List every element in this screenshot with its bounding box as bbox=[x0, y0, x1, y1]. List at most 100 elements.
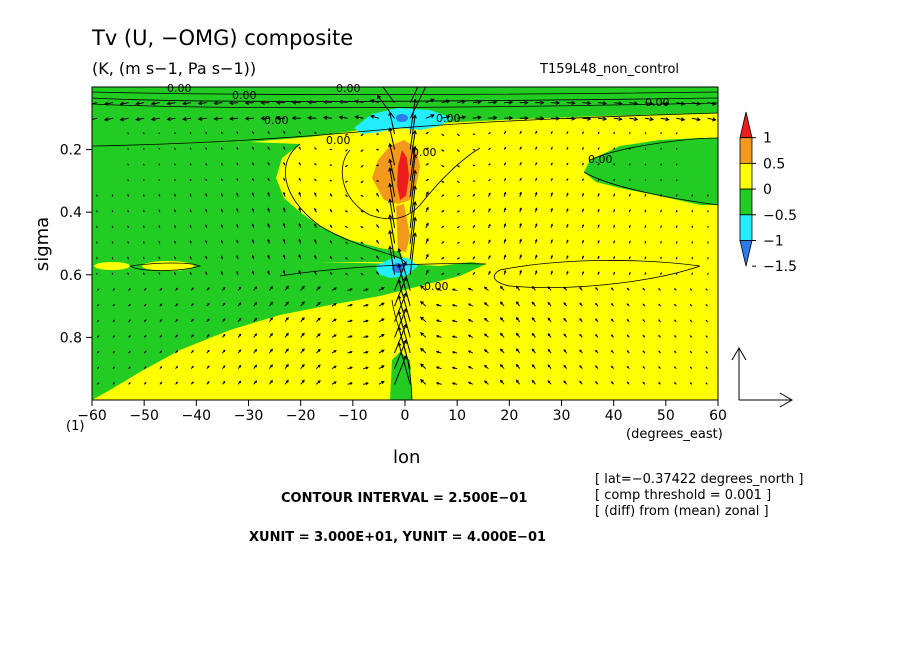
wind-vector-head bbox=[457, 181, 460, 184]
wind-vector-head bbox=[349, 303, 353, 307]
wind-vector-head bbox=[267, 130, 270, 133]
wind-vector-head bbox=[291, 115, 297, 121]
wind-vector bbox=[198, 117, 207, 120]
wind-vector-head bbox=[365, 350, 369, 354]
wind-vector-head bbox=[644, 178, 647, 181]
wind-vector-head bbox=[610, 334, 614, 337]
wind-vector-head bbox=[333, 365, 337, 369]
wind-vector-head bbox=[275, 100, 281, 105]
wind-vector-head bbox=[488, 254, 491, 258]
wind-vector-head bbox=[365, 382, 369, 386]
wind-vector-head bbox=[251, 254, 255, 258]
wind-vector-head bbox=[388, 198, 393, 203]
wind-vector bbox=[167, 102, 176, 105]
wind-vector-head bbox=[174, 178, 176, 181]
wind-vector-head bbox=[236, 270, 239, 274]
wind-vector bbox=[472, 101, 481, 104]
wind-vector-head bbox=[473, 193, 476, 196]
wind-vector bbox=[389, 214, 396, 244]
wind-vector-head bbox=[707, 272, 709, 275]
wind-vector-head bbox=[291, 100, 297, 105]
wind-vector bbox=[582, 102, 591, 104]
wind-vector-head bbox=[420, 347, 424, 352]
wind-vector-head bbox=[458, 226, 460, 228]
wind-vector-head bbox=[461, 99, 467, 104]
wind-vector-head bbox=[160, 381, 163, 384]
wind-vector-head bbox=[550, 130, 553, 133]
wind-vector bbox=[398, 295, 411, 338]
wind-vector-head bbox=[531, 348, 535, 352]
wind-vector-head bbox=[644, 256, 647, 259]
wind-vector bbox=[425, 114, 435, 119]
wind-vector-head bbox=[402, 276, 407, 282]
wind-vector-head bbox=[236, 192, 239, 196]
wind-vector-head bbox=[166, 101, 171, 106]
wind-vector-head bbox=[381, 287, 385, 291]
wind-vector-head bbox=[128, 350, 131, 353]
wind-vector-head bbox=[579, 380, 582, 384]
wind-vector-head bbox=[402, 292, 407, 297]
wind-vector-head bbox=[571, 100, 576, 106]
wind-vector-head bbox=[566, 162, 569, 165]
wind-vector-head bbox=[205, 240, 208, 243]
wind-vector-head bbox=[144, 288, 147, 290]
wind-vector-head bbox=[581, 224, 585, 227]
wind-vector-head bbox=[597, 239, 600, 243]
wind-vector-head bbox=[691, 272, 694, 275]
wind-vector bbox=[457, 116, 466, 119]
wind-vector-head bbox=[613, 208, 616, 212]
wind-vector-head bbox=[451, 335, 455, 339]
wind-vector-head bbox=[504, 131, 507, 134]
wind-vector-head bbox=[254, 380, 258, 384]
wind-vector-head bbox=[458, 210, 460, 213]
wind-vector-head bbox=[238, 317, 242, 321]
wind-vector-head bbox=[660, 272, 662, 275]
wind-vector bbox=[151, 117, 160, 121]
wind-vector-head bbox=[691, 209, 694, 212]
wind-vector-head bbox=[111, 194, 114, 196]
wind-vector-head bbox=[270, 285, 273, 289]
wind-vector-head bbox=[483, 302, 487, 306]
wind-vector-head bbox=[503, 191, 507, 195]
wind-vector-head bbox=[508, 100, 514, 105]
wind-vector bbox=[382, 87, 395, 103]
wind-vector-head bbox=[420, 300, 424, 305]
wind-vector-head bbox=[515, 316, 519, 321]
wind-vector-head bbox=[96, 225, 98, 228]
wind-vector-head bbox=[174, 193, 176, 196]
wind-vector-head bbox=[388, 182, 393, 188]
wind-vector-head bbox=[144, 319, 147, 322]
wind-vector-head bbox=[207, 318, 210, 321]
wind-vector-head bbox=[597, 208, 600, 211]
wind-vector-head bbox=[629, 178, 631, 181]
x-tick-label: −40 bbox=[182, 408, 212, 424]
wind-vector-head bbox=[566, 223, 569, 227]
wind-vector-head bbox=[503, 254, 507, 258]
wind-vector-head bbox=[314, 162, 316, 165]
wind-vector bbox=[597, 102, 607, 105]
wind-vector-head bbox=[674, 350, 676, 353]
x-tick-label: 60 bbox=[709, 408, 727, 424]
wind-vector-head bbox=[508, 115, 514, 121]
wind-vector-head bbox=[205, 255, 208, 258]
wind-vector-head bbox=[301, 348, 305, 352]
wind-vector-head bbox=[644, 209, 647, 212]
wind-vector-head bbox=[135, 117, 140, 122]
wind-vector-head bbox=[420, 316, 424, 321]
wind-vector-head bbox=[566, 131, 569, 134]
wind-vector-head bbox=[425, 206, 429, 210]
wind-vector-head bbox=[467, 381, 471, 385]
wind-vector-head bbox=[610, 381, 614, 384]
wind-vector-head bbox=[458, 194, 460, 197]
wind-vector-head bbox=[205, 208, 208, 211]
wind-vector-head bbox=[220, 208, 223, 211]
wind-vector-head bbox=[197, 116, 203, 121]
wind-vector-head bbox=[412, 114, 417, 119]
wind-vector-head bbox=[333, 350, 337, 353]
wind-vector-head bbox=[388, 127, 393, 132]
wind-vector-head bbox=[360, 165, 363, 168]
wind-vector-head bbox=[707, 225, 709, 228]
wind-vector-head bbox=[365, 319, 369, 323]
wind-vector-head bbox=[252, 177, 254, 180]
